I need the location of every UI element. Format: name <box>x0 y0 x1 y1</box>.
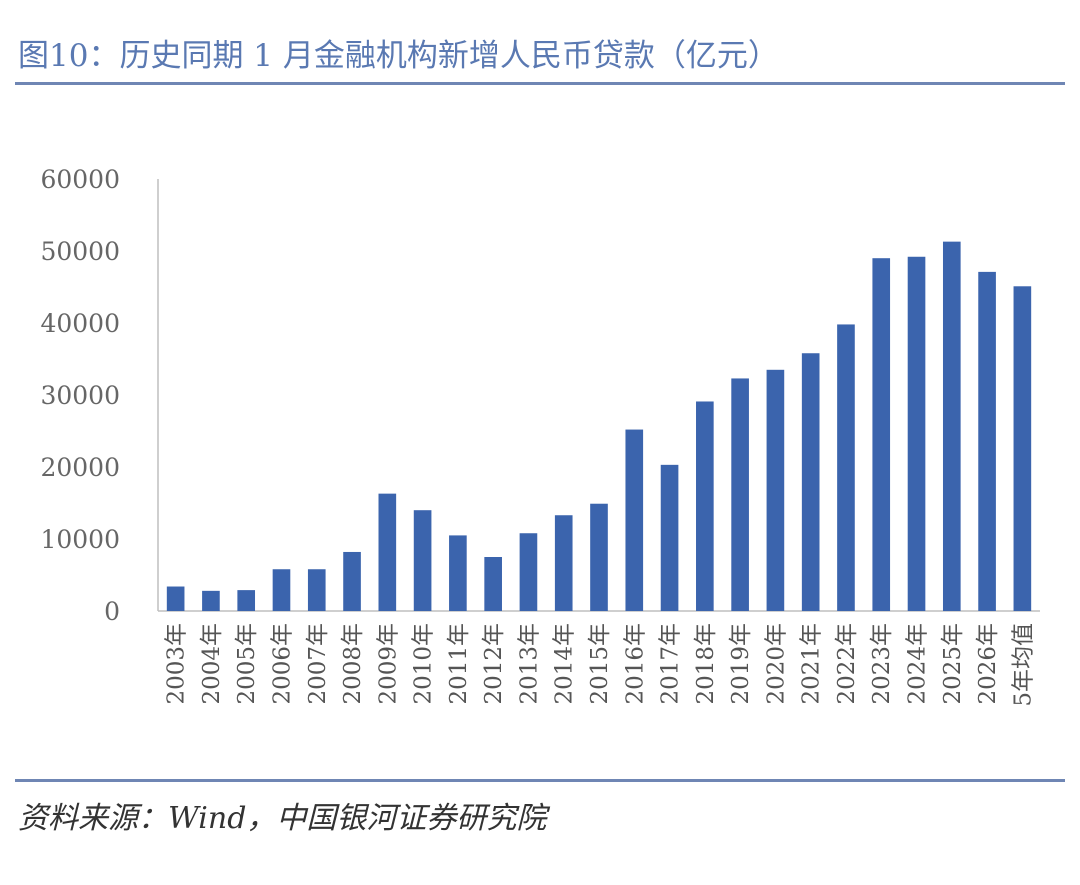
bar <box>166 586 185 611</box>
x-tick-label: 2017年 <box>658 623 684 705</box>
bar <box>660 464 679 611</box>
bar <box>801 353 820 611</box>
bar <box>907 256 926 611</box>
x-tick-label: 2024年 <box>905 623 931 705</box>
footer-divider <box>15 779 1065 782</box>
x-tick-label: 2019年 <box>728 623 754 705</box>
bar <box>1013 286 1032 611</box>
bar <box>519 533 538 611</box>
bar <box>378 493 397 611</box>
x-tick-label: 5年均值 <box>1010 623 1036 707</box>
bar <box>554 515 573 611</box>
x-tick-label: 2007年 <box>305 623 331 705</box>
bar <box>978 271 996 611</box>
bar <box>837 324 855 611</box>
x-tick-label: 2021年 <box>799 623 825 705</box>
x-tick-label: 2008年 <box>340 623 366 705</box>
figure-title: 图10：历史同期 1 月金融机构新增人民币贷款（亿元） <box>18 38 779 74</box>
bar <box>696 401 714 611</box>
y-tick-label: 20000 <box>40 453 120 482</box>
bar <box>942 241 961 611</box>
bar <box>307 569 326 611</box>
x-tick-label: 2004年 <box>199 623 225 705</box>
x-tick-label: 2005年 <box>234 623 260 705</box>
x-tick-label: 2015年 <box>587 623 613 705</box>
bar <box>237 590 256 611</box>
title-divider <box>15 82 1065 85</box>
x-tick-label: 2006年 <box>269 623 295 705</box>
bar <box>449 535 467 611</box>
bar <box>413 510 432 611</box>
x-tick-label: 2020年 <box>763 623 789 705</box>
bar <box>590 503 608 611</box>
y-tick-label: 0 <box>104 597 120 626</box>
bar <box>202 590 220 611</box>
x-tick-label: 2022年 <box>834 623 860 705</box>
bar <box>343 551 361 611</box>
x-tick-label: 2014年 <box>552 623 578 705</box>
x-tick-label: 2003年 <box>164 623 190 705</box>
x-tick-label: 2026年 <box>975 623 1001 705</box>
y-tick-label: 60000 <box>40 165 120 194</box>
bar <box>731 378 749 611</box>
bar <box>872 258 891 611</box>
x-tick-label: 2023年 <box>869 623 895 705</box>
x-tick-label: 2009年 <box>375 623 401 705</box>
bar <box>272 569 291 611</box>
x-tick-label: 2011年 <box>446 623 472 705</box>
x-tick-label: 2012年 <box>481 623 507 705</box>
bar-chart: 0 10000 20000 30000 40000 50000 60000 2003年 2004… <box>40 165 1040 707</box>
x-tick-label: 2025年 <box>940 623 966 705</box>
x-tick-label: 2010年 <box>411 623 437 705</box>
y-tick-label: 40000 <box>40 309 120 338</box>
source-note: 资料来源：Wind，中国银河证券研究院 <box>18 801 547 836</box>
x-tick-label: 2016年 <box>622 623 648 705</box>
bar <box>484 557 502 611</box>
y-tick-label: 10000 <box>40 525 120 554</box>
bar <box>766 369 785 611</box>
y-tick-label: 30000 <box>40 381 120 410</box>
x-tick-label: 2018年 <box>693 623 719 705</box>
bar <box>625 429 644 611</box>
x-tick-label: 2013年 <box>516 623 542 705</box>
y-tick-label: 50000 <box>40 237 120 266</box>
